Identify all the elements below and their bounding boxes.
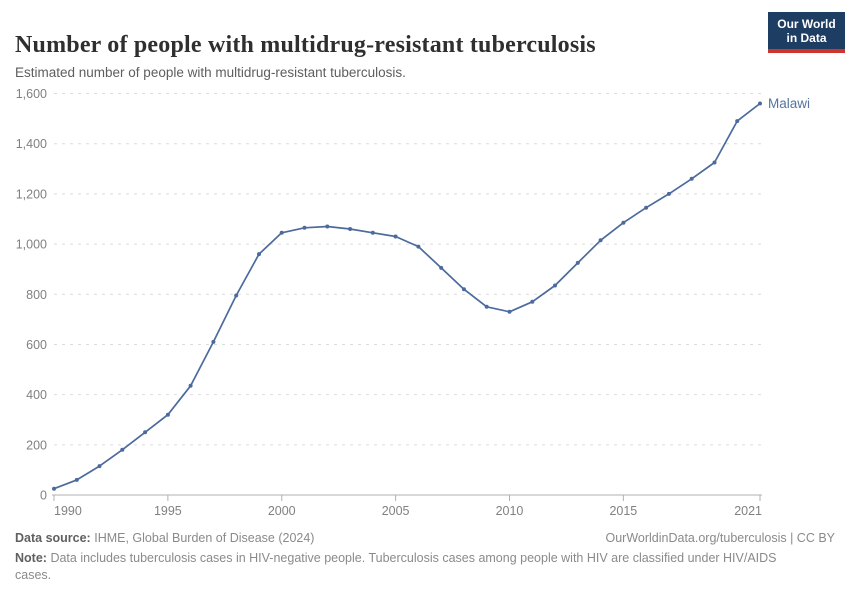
chart-note: Note: Data includes tuberculosis cases i… xyxy=(15,550,787,584)
data-point xyxy=(348,227,353,231)
note-text: Data includes tuberculosis cases in HIV-… xyxy=(15,551,777,582)
data-point xyxy=(553,283,557,288)
data-point xyxy=(325,224,330,229)
data-point xyxy=(666,191,671,196)
data-point xyxy=(416,244,421,249)
entity-label: Malawi xyxy=(768,96,810,111)
data-point xyxy=(393,234,398,239)
line-chart[interactable]: 0 200 400 600 800 1,000 1,200 1,400 1,600 1990 199… xyxy=(0,0,850,530)
data-point xyxy=(644,205,649,210)
x-tick-label: 1990 xyxy=(54,504,82,518)
y-tick-label: 1,200 xyxy=(16,187,47,201)
x-tick-label: 1995 xyxy=(154,504,182,518)
data-source-text: IHME, Global Burden of Disease (2024) xyxy=(94,531,315,545)
owid-logo[interactable]: Our World in Data xyxy=(768,12,845,53)
x-tick-label: 2005 xyxy=(382,504,410,518)
data-point xyxy=(712,160,717,165)
data-point xyxy=(165,412,170,417)
y-tick-label: 1,400 xyxy=(16,137,47,151)
data-point xyxy=(211,339,216,344)
y-tick-label: 800 xyxy=(26,288,47,302)
data-point xyxy=(74,477,79,482)
data-point xyxy=(598,238,603,243)
x-tick-label: 2000 xyxy=(268,504,296,518)
y-tick-label: 0 xyxy=(40,489,47,503)
data-point xyxy=(302,225,307,230)
data-point xyxy=(279,230,284,235)
data-point xyxy=(735,119,740,124)
x-tick-label: 2021 xyxy=(734,504,762,518)
x-tick-label: 2015 xyxy=(609,504,637,518)
data-point xyxy=(575,260,580,265)
data-point xyxy=(530,299,535,304)
chart-subtitle: Estimated number of people with multidru… xyxy=(15,64,406,80)
data-point xyxy=(758,101,762,106)
data-line xyxy=(53,102,761,490)
data-point xyxy=(507,309,512,314)
footer-link[interactable]: OurWorldinData.org/tuberculosis | CC BY xyxy=(605,531,836,545)
data-point xyxy=(188,383,193,388)
note-label: Note: xyxy=(15,551,47,565)
data-point xyxy=(52,486,56,491)
y-tick-label: 1,600 xyxy=(16,87,47,101)
data-point xyxy=(439,265,444,270)
data-point xyxy=(120,447,125,452)
owid-logo-line2: in Data xyxy=(786,31,827,45)
page-title: Number of people with multidrug-resistan… xyxy=(15,32,596,59)
chart-footer: Data source: IHME, Global Burden of Dise… xyxy=(15,530,835,584)
owid-logo-line1: Our World xyxy=(777,17,836,31)
data-point xyxy=(621,220,626,225)
data-source: Data source: IHME, Global Burden of Dise… xyxy=(15,530,314,547)
data-point xyxy=(234,293,239,298)
data-point xyxy=(97,464,102,469)
data-source-label: Data source: xyxy=(15,531,91,545)
x-tick-label: 2010 xyxy=(496,504,524,518)
data-point xyxy=(689,176,694,181)
y-tick-label: 600 xyxy=(26,338,47,352)
data-point xyxy=(370,230,375,235)
data-point xyxy=(461,287,466,292)
data-point xyxy=(257,252,261,257)
y-tick-label: 1,000 xyxy=(16,238,47,252)
y-tick-label: 200 xyxy=(26,438,47,452)
data-point xyxy=(484,304,489,309)
data-point xyxy=(143,430,148,435)
y-tick-label: 400 xyxy=(26,388,47,402)
